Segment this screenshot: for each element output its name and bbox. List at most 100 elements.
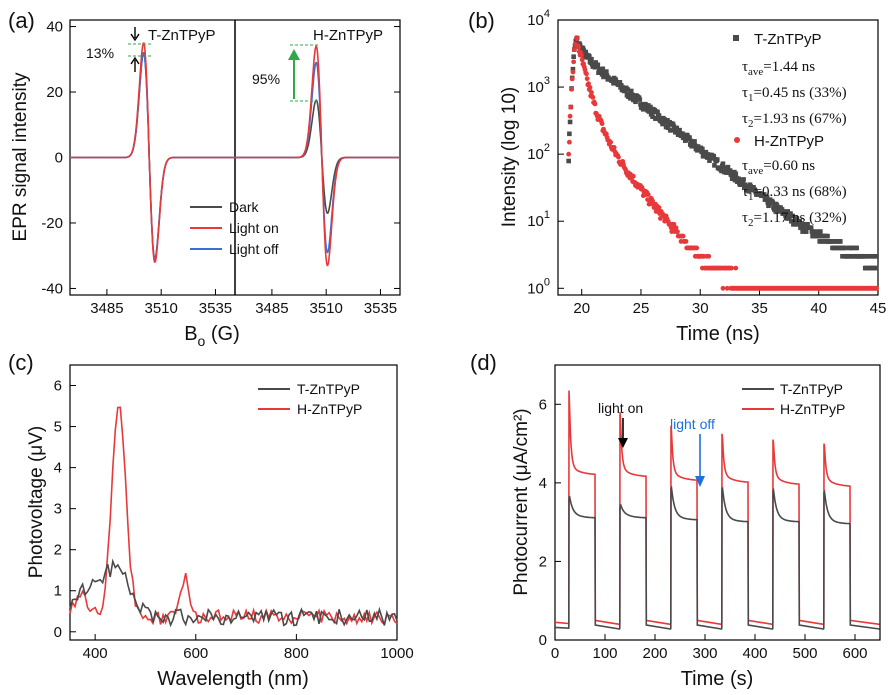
b-ytick-exp: 0 bbox=[544, 276, 550, 288]
annotation-95pct: 95% bbox=[252, 71, 280, 87]
annotation-13pct: 13% bbox=[86, 45, 114, 61]
a-xtick-label: 3485 bbox=[90, 300, 123, 317]
b-point-t bbox=[801, 225, 807, 231]
b-point-t bbox=[687, 135, 692, 140]
c-ytick-label: 4 bbox=[54, 460, 62, 477]
b-point-t bbox=[800, 229, 805, 234]
b-point-t bbox=[862, 253, 867, 259]
b-point-h bbox=[589, 90, 594, 95]
b-point-h bbox=[645, 192, 651, 197]
b-point-h bbox=[611, 145, 617, 150]
b-point-t bbox=[736, 176, 741, 182]
b-h-tau1: τ1=0.33 ns (68%) bbox=[742, 184, 847, 203]
panel-a-x-axis: 3485 3510 3535 3485 3510 3535 bbox=[90, 289, 397, 317]
b-xtick-label: 30 bbox=[692, 300, 709, 317]
panel-b-points bbox=[566, 35, 879, 291]
b-point-h bbox=[566, 151, 572, 157]
b-point-t bbox=[803, 229, 809, 234]
panel-d-lines bbox=[554, 390, 880, 630]
c-ytick-label: 1 bbox=[54, 583, 62, 600]
b-point-t bbox=[833, 239, 839, 244]
b-ytick-exp: 3 bbox=[544, 75, 550, 87]
b-ytick-base: 10 bbox=[527, 146, 544, 163]
b-xtick-label: 40 bbox=[810, 300, 827, 317]
b-point-h bbox=[590, 94, 596, 100]
b-point-t bbox=[674, 125, 680, 131]
b-point-t bbox=[727, 168, 733, 173]
b-ytick-base: 10 bbox=[527, 280, 544, 297]
b-point-h bbox=[574, 36, 580, 41]
panel-a-arrows bbox=[128, 27, 318, 102]
b-point-h bbox=[720, 285, 726, 291]
b-point-t bbox=[714, 157, 720, 162]
d-line-t-zntpyp bbox=[554, 485, 880, 630]
annotation-light-on: light on bbox=[598, 400, 643, 416]
b-xtick-label: 25 bbox=[633, 300, 650, 317]
panel-a-label-t: T-ZnTPyP bbox=[148, 27, 216, 44]
d-xtick-label: 200 bbox=[642, 645, 667, 662]
b-h-tau2: τ2=1.17 ns (32%) bbox=[742, 210, 847, 229]
c-ytick-label: 5 bbox=[54, 419, 62, 436]
b-point-h bbox=[729, 265, 734, 271]
b-point-t bbox=[648, 104, 653, 110]
b-point-t bbox=[730, 175, 736, 180]
b-point-t bbox=[835, 245, 841, 251]
panel-d-arrows bbox=[618, 418, 705, 487]
d-ytick-label: 0 bbox=[539, 632, 547, 649]
b-point-t bbox=[668, 128, 673, 133]
d-line-h-zntpyp bbox=[554, 390, 880, 626]
b-point-t bbox=[707, 158, 712, 163]
b-point-h bbox=[630, 173, 636, 179]
b-point-t bbox=[733, 171, 739, 177]
b-point-h bbox=[567, 113, 573, 119]
b-point-t bbox=[854, 245, 859, 251]
arrow-up-icon bbox=[130, 56, 140, 72]
arrow-green-head-icon bbox=[288, 49, 300, 60]
b-point-t bbox=[764, 194, 770, 200]
c-ytick-label: 2 bbox=[54, 542, 62, 559]
b-point-t bbox=[838, 239, 843, 244]
panel-c-ylabel: Photovoltage (μV) bbox=[26, 426, 47, 578]
b-point-t bbox=[689, 143, 694, 149]
b-point-h bbox=[608, 139, 614, 145]
b-point-h bbox=[673, 225, 679, 231]
b-point-h bbox=[569, 76, 575, 82]
legend-c-t: T-ZnTPyP bbox=[297, 381, 360, 397]
b-point-t bbox=[711, 153, 717, 159]
b-xtick-label: 45 bbox=[870, 300, 887, 317]
b-t-tau2: τ2=1.93 ns (67%) bbox=[742, 111, 847, 130]
b-point-h bbox=[706, 253, 712, 259]
b-point-t bbox=[700, 146, 705, 152]
b-point-t bbox=[622, 88, 628, 94]
b-point-t bbox=[570, 66, 576, 72]
panel-label-a: (a) bbox=[8, 8, 35, 33]
a-ytick-label: -20 bbox=[41, 215, 63, 232]
b-point-t bbox=[818, 229, 823, 234]
panel-a-legend: Dark Light on Light off bbox=[190, 199, 279, 257]
panel-c-legend: T-ZnTPyP H-ZnTPyP bbox=[258, 381, 362, 417]
b-point-t bbox=[589, 56, 594, 62]
d-xtick-label: 100 bbox=[592, 645, 617, 662]
annotation-light-off: light off bbox=[670, 416, 715, 432]
a-xtick-label: 3535 bbox=[364, 300, 397, 317]
b-point-t bbox=[660, 121, 665, 127]
b-point-h bbox=[566, 139, 572, 145]
b-point-h bbox=[587, 85, 593, 90]
b-point-h bbox=[683, 239, 689, 244]
b-point-t bbox=[808, 225, 814, 231]
a-ytick-label: -40 bbox=[41, 280, 63, 297]
b-point-t bbox=[805, 221, 810, 227]
b-ytick-label: 100 bbox=[527, 276, 550, 297]
d-xtick-label: 300 bbox=[692, 645, 717, 662]
panel-d-frame bbox=[554, 364, 881, 641]
panel-c-frame bbox=[69, 364, 398, 641]
b-point-t bbox=[849, 245, 854, 251]
legend-d-h: H-ZnTPyP bbox=[780, 401, 845, 417]
b-point-t bbox=[567, 119, 573, 125]
panel-a-lines bbox=[70, 42, 400, 267]
b-point-t bbox=[633, 99, 638, 105]
b-point-t bbox=[625, 87, 630, 92]
